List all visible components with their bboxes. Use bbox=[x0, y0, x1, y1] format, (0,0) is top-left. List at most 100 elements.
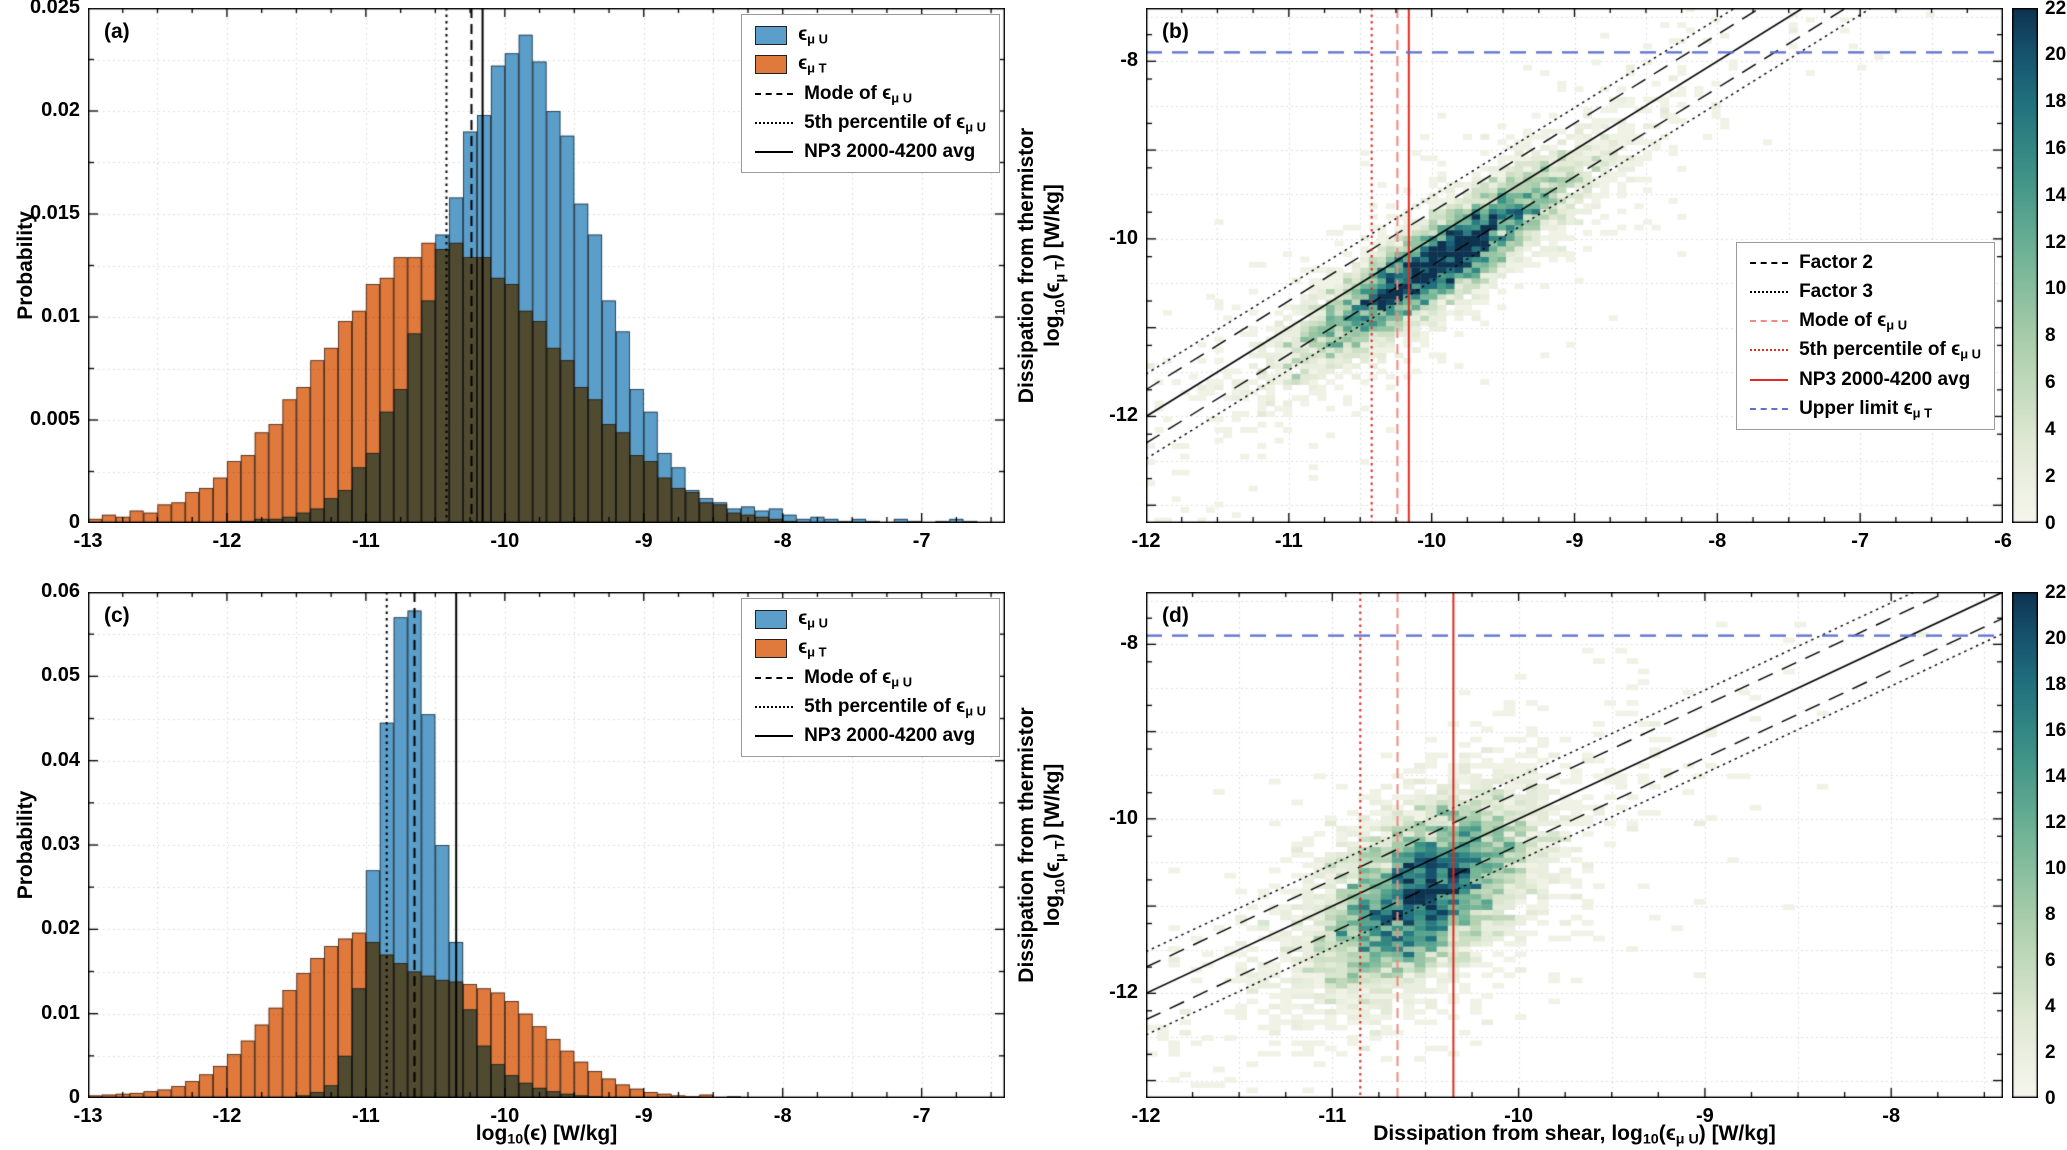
x-tick-label: -12 bbox=[212, 530, 242, 552]
panel-b-tag: (b) bbox=[1162, 20, 1189, 43]
colorbar-tick-label: 2 bbox=[2045, 465, 2056, 487]
y-tick-label: -10 bbox=[1109, 226, 1138, 249]
legend-line-sample bbox=[755, 676, 794, 679]
y-axis-label-a: Probability bbox=[14, 211, 37, 320]
y-tick-label: 0.025 bbox=[29, 0, 80, 18]
label-text: log bbox=[1041, 894, 1064, 927]
colorbar-tick-label: 8 bbox=[2045, 325, 2056, 347]
x-tick-label: -8 bbox=[773, 1105, 792, 1127]
label-text: (ϵ bbox=[1041, 282, 1064, 300]
colorbar-tick-label: 0 bbox=[2045, 512, 2056, 534]
legend-item: Mode of ϵμ U bbox=[1750, 310, 1981, 332]
legend-swatch bbox=[755, 54, 788, 74]
label-text: Mode of bbox=[804, 82, 883, 104]
colorbar-tick-label: 6 bbox=[2045, 372, 2056, 394]
label-text: ϵ bbox=[1951, 339, 1961, 361]
y-axis-label-b-line1: Dissipation from thermistor bbox=[1015, 127, 1038, 404]
legend-label: Factor 3 bbox=[1799, 281, 1873, 303]
panel-c-tag: (c) bbox=[104, 604, 130, 627]
label-text: NP3 2000-4200 avg bbox=[1799, 368, 1971, 390]
legend-item: ϵμ T bbox=[755, 53, 986, 76]
label-text: ϵ bbox=[798, 24, 808, 45]
label-text: ) [W/kg] bbox=[1041, 184, 1064, 262]
colorbar-tick-label: 16 bbox=[2045, 719, 2067, 741]
x-tick-label: -7 bbox=[912, 1105, 931, 1127]
label-text: ϵ bbox=[1877, 310, 1887, 331]
colorbar-tick-label: 20 bbox=[2045, 627, 2067, 649]
subscript-text: μ U bbox=[965, 703, 986, 719]
x-tick-label: -8 bbox=[1882, 1105, 1901, 1127]
subscript-text: μ U bbox=[1675, 1131, 1699, 1148]
legend-line-sample bbox=[755, 735, 794, 738]
y-tick-label: 0.01 bbox=[41, 305, 80, 327]
label-text: log bbox=[1041, 315, 1064, 347]
legend-label: NP3 2000-4200 avg bbox=[804, 141, 975, 163]
legend-label: ϵμ T bbox=[798, 53, 826, 75]
y-axis-label-d-line2: log10(ϵμ T) [W/kg] bbox=[1040, 592, 1074, 1098]
colorbar-tick-label: 4 bbox=[2045, 995, 2056, 1017]
x-tick-label: -12 bbox=[1131, 530, 1161, 552]
legend-item: NP3 2000-4200 avg bbox=[755, 141, 986, 163]
x-tick-label: -10 bbox=[490, 1105, 520, 1127]
legend-label: Upper limit ϵμ T bbox=[1799, 398, 1932, 420]
label-text: 5th percentile of bbox=[804, 111, 957, 133]
legend-item: Mode of ϵμ U bbox=[755, 83, 986, 105]
legend-label: NP3 2000-4200 avg bbox=[804, 725, 975, 747]
label-text: Factor 3 bbox=[1799, 281, 1873, 302]
subscript-text: μ U bbox=[1960, 346, 1981, 362]
label-text: (ϵ bbox=[1658, 1122, 1676, 1145]
legend-swatch bbox=[755, 638, 788, 658]
x-tick-label: -9 bbox=[1565, 530, 1584, 552]
x-tick-label: -11 bbox=[1274, 530, 1303, 552]
colorbar-tick-label: 22 bbox=[2045, 0, 2067, 19]
y-tick-label: 0.04 bbox=[41, 748, 80, 771]
label-text: NP3 2000-4200 avg bbox=[804, 725, 976, 747]
label-text: ϵ bbox=[798, 637, 808, 659]
legend-label: 5th percentile of ϵμ U bbox=[1799, 339, 1981, 361]
x-tick-label: -9 bbox=[1696, 1105, 1714, 1127]
label-text: ϵ bbox=[798, 608, 808, 629]
legend-line-sample bbox=[1750, 349, 1789, 352]
label-text: ) [W/kg] bbox=[1041, 763, 1064, 841]
y-tick-label: 0.06 bbox=[41, 580, 80, 602]
legend-item: Factor 2 bbox=[1750, 252, 1981, 274]
y-tick-label: 0.05 bbox=[41, 664, 80, 687]
legend-line-sample bbox=[755, 122, 794, 125]
y-tick-label: 0.02 bbox=[41, 99, 80, 121]
subscript-text: μ T bbox=[1052, 840, 1069, 862]
x-tick-label: -11 bbox=[351, 1105, 380, 1127]
legend-item: Mode of ϵμ U bbox=[755, 667, 986, 689]
colorbar-tick-label: 20 bbox=[2045, 44, 2067, 66]
label-text: (ϵ) [W/kg] bbox=[523, 1122, 618, 1145]
subscript-text: μ T bbox=[807, 644, 827, 660]
subscript-text: μ U bbox=[1886, 317, 1908, 333]
subscript-text: μ T bbox=[1052, 261, 1069, 283]
subscript-text: μ U bbox=[807, 31, 828, 47]
x-tick-label: -6 bbox=[1994, 530, 2012, 552]
label-text: ϵ bbox=[1903, 397, 1913, 419]
legend-item: 5th percentile of ϵμ U bbox=[1750, 339, 1981, 362]
label-text: Dissipation from shear, log bbox=[1373, 1122, 1643, 1145]
colorbar-tick-label: 14 bbox=[2045, 184, 2067, 206]
y-axis-label-d-line1: Dissipation from thermistor bbox=[1015, 707, 1038, 983]
y-tick-label: 0.03 bbox=[41, 833, 80, 855]
x-axis-label-right: Dissipation from shear, log10(ϵμ U) [W/k… bbox=[1146, 1122, 2003, 1148]
x-tick-label: -11 bbox=[351, 530, 380, 552]
y-tick-label: 0 bbox=[68, 1086, 80, 1108]
label-text: ϵ bbox=[882, 82, 892, 104]
legend-item: ϵμ T bbox=[755, 637, 986, 660]
label-text: (ϵ bbox=[1041, 861, 1064, 880]
legend-line-sample bbox=[755, 92, 794, 95]
x-tick-label: -8 bbox=[773, 530, 792, 552]
panel-d-tag: (d) bbox=[1162, 604, 1189, 627]
y-axis-label-b: Dissipation from thermistor log10(ϵμ T) … bbox=[1014, 8, 1074, 523]
colorbar-tick-label: 8 bbox=[2045, 903, 2056, 925]
x-tick-label: -12 bbox=[1131, 1105, 1161, 1127]
colorbar-tick-label: 12 bbox=[2045, 811, 2067, 833]
colorbar-tick-label: 10 bbox=[2045, 278, 2067, 300]
panel-d-plot-canvas bbox=[1146, 592, 2003, 1098]
subscript-text: 10 bbox=[1052, 879, 1069, 895]
y-axis-label-d: Dissipation from thermistor log10(ϵμ T) … bbox=[1014, 592, 1074, 1098]
